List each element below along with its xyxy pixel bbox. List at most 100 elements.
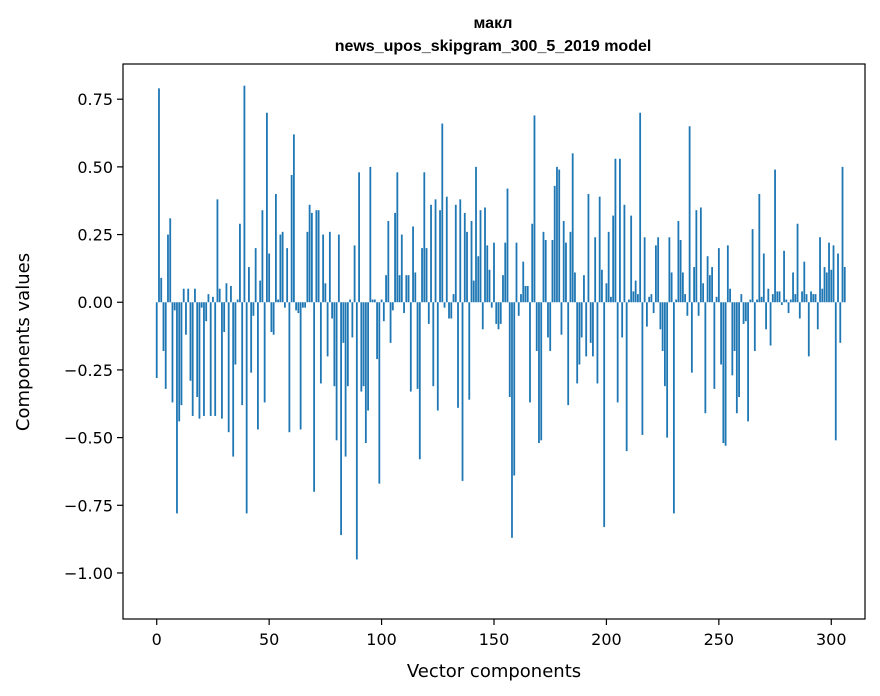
bar-143: [477, 256, 480, 303]
bar-54: [277, 299, 280, 303]
bar-181: [562, 221, 565, 303]
bar-42: [250, 302, 253, 373]
bar-119: [423, 172, 426, 303]
bar-243: [702, 283, 705, 303]
bar-2: [160, 277, 163, 303]
bar-98: [376, 302, 378, 360]
bar-278: [780, 302, 783, 305]
bar-177: [553, 185, 556, 303]
bar-77: [328, 231, 331, 303]
bar-65: [301, 302, 304, 308]
bar-74: [322, 234, 325, 303]
bar-140: [470, 221, 473, 303]
y-tick-label: −0.50: [64, 429, 113, 448]
bar-88: [353, 245, 356, 303]
bar-58: [286, 248, 289, 303]
bar-250: [717, 248, 720, 303]
bar-242: [699, 207, 702, 303]
bar-92: [362, 302, 365, 387]
x-tick-label: 250: [704, 630, 735, 649]
bar-185: [571, 153, 574, 303]
bar-245: [706, 256, 709, 303]
y-tick-label: 0.50: [77, 158, 113, 177]
bar-200: [605, 283, 608, 303]
bar-76: [326, 302, 329, 357]
bar-295: [819, 237, 821, 303]
bar-86: [349, 299, 351, 303]
bar-174: [547, 302, 549, 338]
bar-249: [715, 296, 718, 303]
bar-209: [625, 302, 628, 452]
bar-56: [281, 231, 284, 303]
y-tick-label: 0.25: [77, 226, 113, 245]
bar-138: [466, 231, 468, 303]
bar-292: [812, 294, 815, 303]
bar-48: [263, 302, 266, 403]
bar-106: [394, 212, 396, 303]
bar-195: [594, 237, 597, 303]
bar-170: [538, 302, 540, 444]
bar-294: [816, 302, 819, 330]
bar-18: [196, 302, 199, 397]
bar-62: [295, 302, 298, 311]
bar-59: [288, 302, 291, 433]
bar-34: [232, 302, 235, 457]
x-tick-label: 200: [591, 630, 622, 649]
bar-139: [468, 302, 471, 400]
bar-270: [762, 253, 765, 303]
bar-188: [578, 302, 581, 365]
bar-255: [729, 288, 731, 303]
bar-263: [747, 302, 749, 422]
bar-214: [637, 294, 639, 303]
bar-266: [753, 302, 756, 351]
bar-216: [641, 302, 644, 435]
bar-121: [427, 302, 430, 324]
x-axis-ticks: 0 50 100 150 200 250 300: [152, 619, 847, 649]
bar-279: [783, 250, 785, 303]
bar-83: [342, 302, 345, 343]
bar-232: [677, 221, 680, 303]
bar-237: [688, 126, 691, 303]
bar-136: [461, 302, 464, 481]
bar-24: [209, 302, 212, 416]
bar-271: [765, 302, 767, 330]
bar-53: [275, 193, 277, 303]
bar-135: [459, 199, 462, 303]
bar-79: [333, 302, 336, 387]
bar-289: [805, 294, 808, 303]
bar-259: [738, 302, 740, 397]
bar-97: [373, 299, 376, 303]
bar-16: [191, 302, 194, 416]
bar-296: [821, 288, 824, 303]
bar-212: [632, 291, 635, 303]
bar-234: [681, 272, 684, 303]
bar-169: [535, 302, 538, 351]
bar-202: [610, 296, 612, 303]
bar-152: [497, 302, 500, 330]
bar-67: [306, 231, 309, 303]
bar-99: [378, 302, 381, 484]
bar-75: [324, 283, 327, 303]
bar-81: [337, 234, 340, 303]
bar-164: [524, 286, 527, 303]
bar-193: [589, 302, 592, 343]
bar-257: [733, 302, 736, 351]
bar-145: [481, 302, 484, 330]
bar-124: [434, 199, 437, 303]
bar-159: [513, 302, 516, 476]
bar-238: [690, 302, 693, 373]
bar-9: [176, 302, 178, 514]
bar-239: [693, 267, 696, 303]
bar-162: [520, 294, 522, 303]
bar-108: [398, 275, 401, 303]
bar-227: [666, 302, 669, 438]
bar-7: [171, 302, 174, 403]
bar-60: [290, 175, 293, 303]
bar-161: [517, 302, 520, 316]
bar-80: [335, 302, 338, 441]
bar-196: [596, 302, 599, 384]
x-tick-label: 100: [366, 630, 397, 649]
bar-300: [830, 269, 833, 303]
bar-55: [279, 234, 282, 303]
bar-218: [646, 302, 648, 327]
